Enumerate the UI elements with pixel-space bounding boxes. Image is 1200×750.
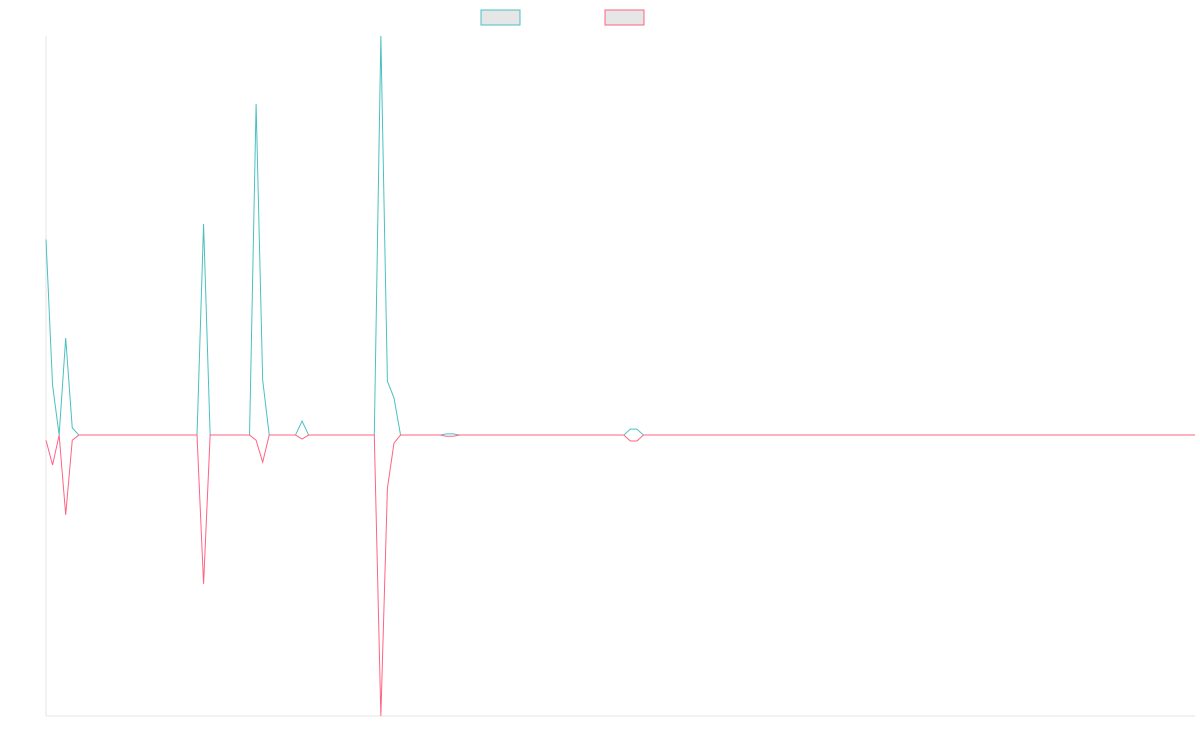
series-line	[45, 35, 1195, 436]
legend-swatch	[604, 9, 645, 26]
series-line	[45, 434, 1195, 717]
legend-swatch	[480, 9, 521, 26]
